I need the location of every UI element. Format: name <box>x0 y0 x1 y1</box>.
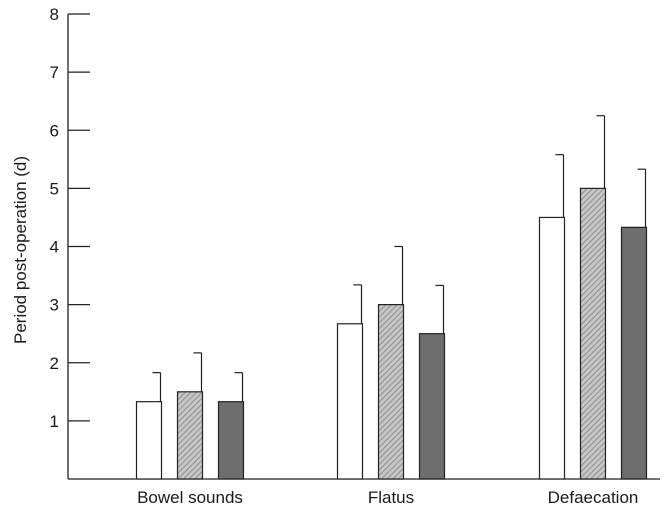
y-tick-label-5: 5 <box>50 179 59 198</box>
x-category-label-2: Flatus <box>368 488 414 507</box>
bar-flatus-2 <box>377 304 405 480</box>
y-tick-label-1: 1 <box>50 412 59 431</box>
y-tick-label-4: 4 <box>50 238 59 257</box>
labels-layer: Period post-operation (d) 1 2 3 4 5 6 7 8 Bowel … <box>11 5 638 507</box>
bar-bowel-sounds-1 <box>135 401 163 480</box>
y-axis-title: Period post-operation (d) <box>11 156 30 344</box>
bar-flatus-1 <box>336 323 364 480</box>
bar-defaecation-2 <box>579 187 607 480</box>
y-tick-label-8: 8 <box>50 5 59 24</box>
bar-defaecation-3 <box>620 226 648 480</box>
bar-bowel-sounds-2 <box>176 391 204 480</box>
bar-flatus-3 <box>418 333 446 480</box>
x-category-label-1: Bowel sounds <box>137 488 243 507</box>
bar-defaecation-1 <box>538 216 566 480</box>
y-tick-label-7: 7 <box>50 63 59 82</box>
y-tick-label-2: 2 <box>50 354 59 373</box>
y-tick-label-3: 3 <box>50 296 59 315</box>
bar-bowel-sounds-3 <box>217 401 245 480</box>
x-category-label-3: Defaecation <box>548 488 639 507</box>
bars-layer <box>135 115 648 480</box>
y-tick-label-6: 6 <box>50 121 59 140</box>
